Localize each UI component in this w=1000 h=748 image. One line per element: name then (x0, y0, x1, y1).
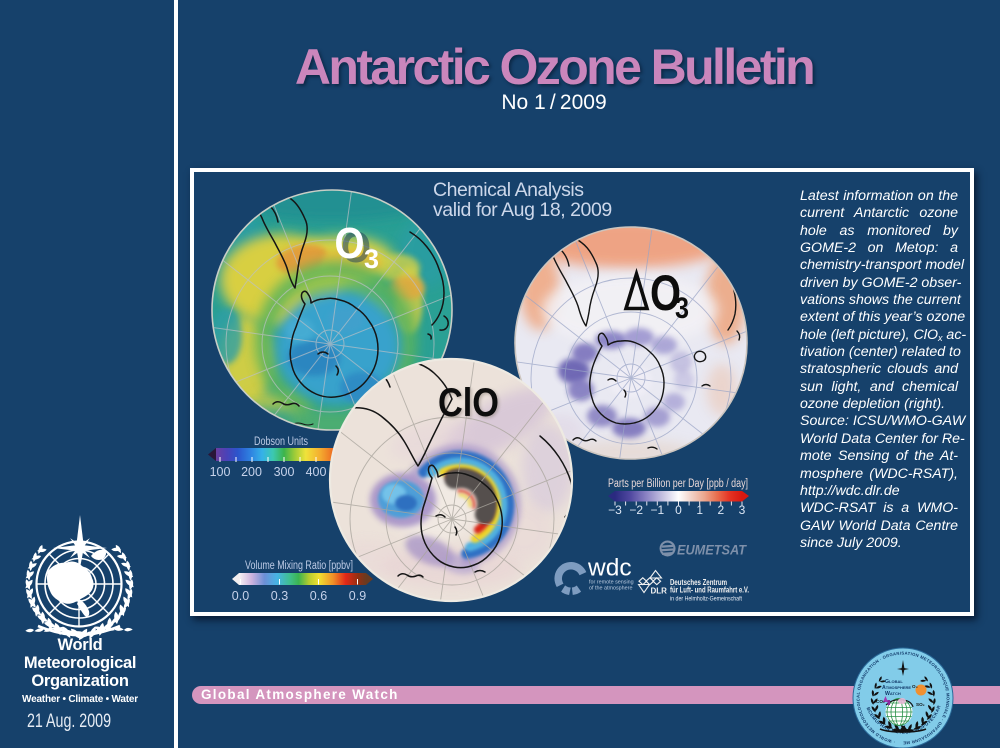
svg-text:O₃: O₃ (912, 684, 918, 689)
svg-text:3: 3 (675, 292, 689, 325)
svg-text:O: O (335, 219, 365, 268)
svg-text:für Luft- und Raumfahrt e.V.: für Luft- und Raumfahrt e.V. (670, 586, 749, 595)
svg-text:O: O (650, 265, 681, 321)
svg-text:WATCH: WATCH (885, 691, 901, 697)
svg-text:DLR: DLR (651, 587, 668, 596)
svg-text:1: 1 (696, 503, 703, 517)
svg-text:0.0: 0.0 (232, 589, 249, 603)
svg-text:in der Helmholtz-Gemeinschaft: in der Helmholtz-Gemeinschaft (670, 596, 742, 603)
svg-text:for remote sensing: for remote sensing (589, 580, 634, 586)
svg-text:wdc: wdc (587, 555, 632, 582)
svg-text:Dobson Units: Dobson Units (254, 436, 308, 448)
svg-text:ClO: ClO (438, 381, 499, 425)
svg-text:3: 3 (739, 503, 746, 517)
svg-text:GLOBAL: GLOBAL (885, 679, 903, 685)
svg-text:O: O (341, 223, 371, 272)
svg-text:−2: −2 (629, 503, 643, 517)
svg-text:−3: −3 (608, 503, 622, 517)
svg-text:0.6: 0.6 (310, 589, 327, 603)
svg-text:Parts per Billion per Day [ppb: Parts per Billion per Day [ppb / day] (608, 478, 748, 490)
svg-text:2: 2 (717, 503, 724, 517)
svg-text:CO₂: CO₂ (876, 699, 885, 704)
svg-text:100: 100 (210, 465, 231, 479)
svg-text:0.3: 0.3 (271, 589, 288, 603)
svg-text:400: 400 (306, 465, 327, 479)
svg-text:of the atmosphere: of the atmosphere (589, 586, 632, 592)
svg-text:3: 3 (364, 244, 379, 274)
svg-text:Deutsches Zentrum: Deutsches Zentrum (670, 578, 727, 587)
svg-text:ClO: ClO (440, 383, 501, 427)
svg-text:−1: −1 (650, 503, 664, 517)
svg-text:Volume Mixing Ratio [ppbv]: Volume Mixing Ratio [ppbv] (245, 560, 353, 572)
svg-text:0.9: 0.9 (349, 589, 366, 603)
svg-text:200: 200 (241, 465, 262, 479)
svg-text:300: 300 (274, 465, 295, 479)
svg-text:ATMOSPHERE: ATMOSPHERE (882, 685, 911, 691)
svg-text:EUMETSAT: EUMETSAT (677, 542, 747, 558)
svg-text:0: 0 (675, 503, 682, 517)
svg-text:SO₂: SO₂ (916, 702, 925, 707)
